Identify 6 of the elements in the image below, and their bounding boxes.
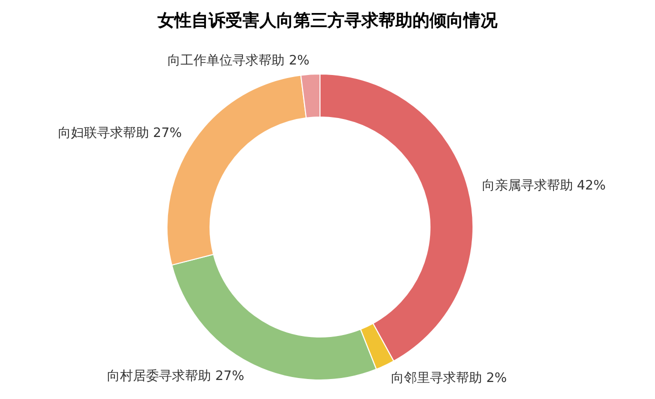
slice-label: 向妇联寻求帮助 27% xyxy=(58,126,182,142)
chart-title: 女性自诉受害人向第三方寻求帮助的倾向情况 xyxy=(156,11,498,31)
slice-label: 向亲属寻求帮助 42% xyxy=(482,178,606,194)
slice-label: 向邻里寻求帮助 2% xyxy=(391,371,507,386)
slice-label: 向工作单位寻求帮助 2% xyxy=(168,53,310,68)
slice-label: 向村居委寻求帮助 27% xyxy=(107,368,244,384)
